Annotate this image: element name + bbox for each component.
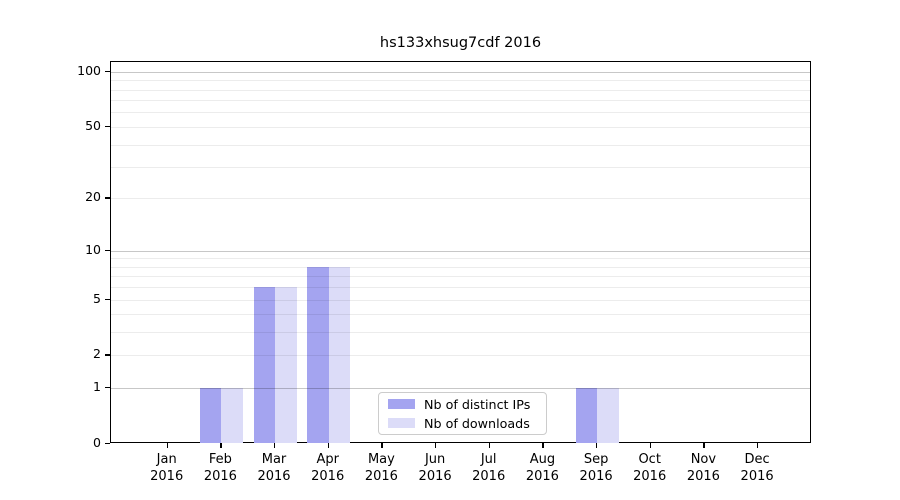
x-tick-label-dec: Dec 2016 [740, 452, 774, 484]
y-gridline-70 [111, 100, 810, 102]
y-gridline-20 [111, 198, 810, 200]
chart-title: hs133xhsug7cdf 2016 [379, 35, 542, 51]
legend-swatch-downloads [388, 418, 415, 428]
x-tick-label-oct: Oct 2016 [633, 452, 667, 484]
plot-area [110, 61, 811, 443]
y-gridline-40 [111, 144, 810, 146]
x-tick-label-jun: Jun 2016 [418, 452, 452, 484]
x-tick-label-mar: Mar 2016 [257, 452, 291, 484]
bar-distinct-ips [307, 266, 329, 443]
x-tick-label-nov: Nov 2016 [686, 452, 720, 484]
y-tick-label: 2 [93, 346, 101, 362]
y-tick-mark [105, 249, 110, 251]
y-gridline-3 [111, 332, 810, 334]
x-tick-label-aug: Aug 2016 [525, 452, 559, 484]
x-tick-mark [381, 443, 383, 448]
legend-label-downloads: Nb of downloads [424, 415, 530, 431]
bar-downloads [328, 266, 351, 443]
y-tick-label: 50 [85, 117, 101, 133]
bar-downloads [275, 287, 297, 443]
y-gridline-60 [111, 112, 810, 114]
y-gridline-30 [111, 167, 810, 168]
y-tick-mark [105, 298, 110, 300]
y-gridline-100 [111, 71, 810, 73]
legend-swatch-distinct-ips [388, 399, 415, 409]
y-gridline-8 [111, 266, 810, 268]
x-tick-label-sep: Sep 2016 [579, 452, 613, 484]
legend-label-distinct-ips: Nb of distinct IPs [424, 396, 531, 412]
y-tick-mark [105, 387, 110, 389]
y-gridline-1 [111, 388, 810, 390]
y-tick-label: 10 [85, 241, 101, 257]
y-tick-label: 20 [85, 189, 101, 205]
y-gridline-50 [111, 126, 810, 128]
bar-downloads [221, 388, 243, 443]
y-tick-mark [105, 125, 110, 128]
x-tick-mark [166, 443, 168, 448]
x-tick-mark [435, 443, 437, 448]
x-tick-mark [274, 443, 276, 448]
x-tick-mark [327, 443, 329, 448]
y-tick-mark [105, 197, 110, 199]
y-gridline-10 [111, 250, 810, 252]
x-tick-label-may: May 2016 [364, 452, 398, 484]
y-tick-label: 1 [93, 379, 101, 395]
x-tick-mark [488, 443, 490, 448]
x-tick-mark [596, 443, 598, 448]
legend-item-distinct-ips: Nb of distinct IPs [388, 397, 537, 412]
legend: Nb of distinct IPs Nb of downloads [378, 392, 547, 435]
y-gridline-6 [111, 287, 810, 289]
x-tick-mark [220, 443, 222, 448]
y-tick-mark [105, 70, 110, 73]
y-tick-label: 0 [93, 435, 101, 450]
bar-distinct-ips [575, 388, 598, 443]
y-tick-label: 100 [77, 62, 101, 78]
y-gridline-4 [111, 314, 810, 316]
x-tick-mark [703, 443, 705, 448]
y-gridline-90 [111, 80, 810, 82]
x-tick-mark [649, 443, 651, 448]
y-tick-mark [105, 443, 110, 445]
y-gridline-7 [111, 276, 810, 278]
y-gridline-5 [111, 299, 810, 301]
y-gridline-2 [111, 355, 810, 357]
y-gridline-80 [111, 89, 810, 91]
bar-distinct-ips [253, 287, 275, 443]
bar-distinct-ips [199, 388, 222, 443]
x-tick-label-apr: Apr 2016 [311, 452, 345, 484]
x-tick-mark [757, 443, 759, 448]
legend-item-downloads: Nb of downloads [388, 416, 537, 431]
bar-downloads [597, 388, 619, 443]
y-tick-label: 5 [93, 290, 101, 306]
y-gridline-9 [111, 258, 810, 260]
x-tick-label-jan: Jan 2016 [150, 452, 184, 484]
x-tick-mark [542, 443, 544, 448]
x-tick-label-jul: Jul 2016 [472, 452, 506, 484]
x-tick-label-feb: Feb 2016 [203, 452, 237, 484]
y-tick-mark [105, 354, 110, 356]
